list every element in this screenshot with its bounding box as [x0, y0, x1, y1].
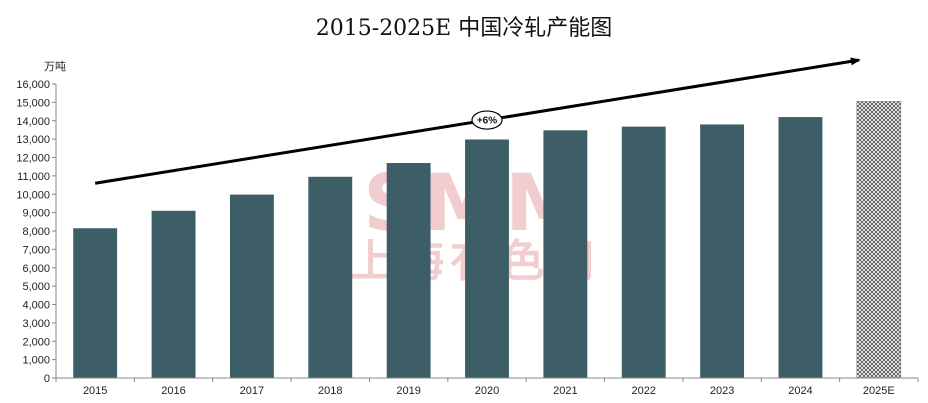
x-tick-label-2017: 2017 [240, 385, 264, 397]
y-tick-label: 2,000 [22, 336, 50, 348]
y-tick-label: 12,000 [16, 153, 50, 165]
y-tick-label: 9,000 [22, 208, 50, 220]
bar-2022 [621, 126, 666, 378]
x-tick-label-2023: 2023 [710, 385, 734, 397]
bar-2025e [856, 101, 902, 379]
x-tick-label-2022: 2022 [631, 385, 655, 397]
y-tick-label: 3,000 [22, 318, 50, 330]
y-tick-label: 6,000 [22, 263, 50, 275]
x-tick-label-2021: 2021 [553, 385, 577, 397]
bar-2016 [151, 210, 196, 378]
bars-group [73, 101, 902, 379]
y-tick-label: 11,000 [17, 171, 50, 183]
y-tick-label: 8,000 [22, 226, 50, 238]
y-tick-label: 16,000 [16, 79, 50, 91]
x-tick-label-2024: 2024 [788, 385, 812, 397]
y-tick-label: 10,000 [16, 189, 50, 201]
x-tick-label-2018: 2018 [318, 385, 342, 397]
x-tick-label-2019: 2019 [396, 385, 420, 397]
chart-title: 2015-2025E 中国冷轧产能图 [315, 16, 613, 41]
bar-2019 [386, 163, 431, 378]
y-tick-label: 7,000 [22, 244, 50, 256]
y-axis-unit-label: 万吨 [44, 60, 66, 73]
y-tick-label: 15,000 [16, 97, 50, 109]
x-tick-label-2016: 2016 [161, 385, 185, 397]
bar-2021 [543, 130, 588, 378]
trend-annotation-group: +6% [94, 57, 861, 185]
axes-group: 0 1,000 2,000 3,000 4,000 5,000 6,000 7,000 8,00… [16, 60, 919, 397]
x-tick-label-2025e: 2025E [863, 385, 895, 397]
growth-badge-label: +6% [477, 116, 497, 127]
y-tick-label: 5,000 [22, 281, 50, 293]
bar-2017 [229, 194, 274, 378]
y-tick-label: 0 [44, 373, 50, 385]
y-tick-label: 13,000 [16, 134, 50, 146]
y-tick-label: 4,000 [22, 300, 50, 312]
x-tick-label-2020: 2020 [475, 385, 499, 397]
bar-2015 [73, 228, 118, 378]
y-tick-label: 14,000 [16, 116, 50, 128]
bar-2024 [778, 117, 823, 378]
growth-badge [471, 110, 503, 130]
bar-2023 [700, 124, 745, 378]
bar-2020 [465, 139, 509, 378]
bar-2018 [308, 176, 353, 378]
y-tick-label: 1,000 [22, 355, 50, 367]
x-tick-label-2015: 2015 [83, 385, 107, 397]
